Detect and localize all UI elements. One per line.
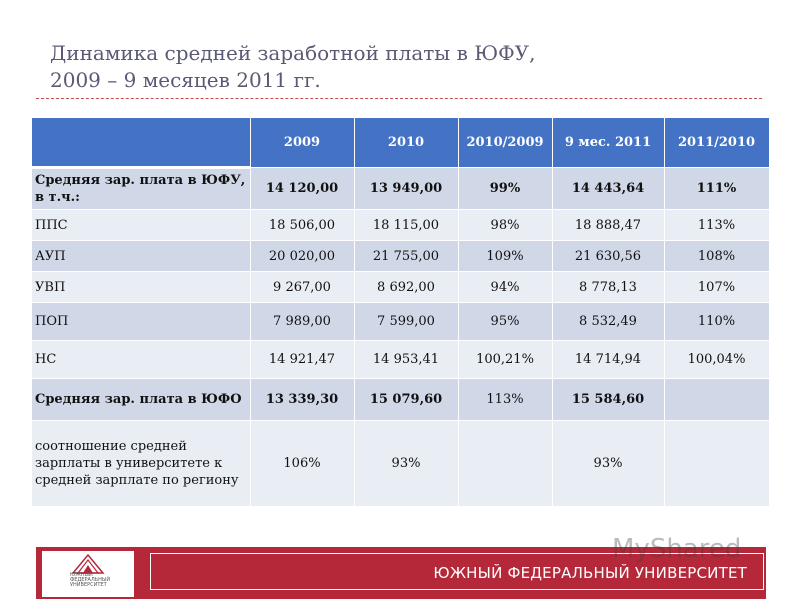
table-cell: 113% [458,378,553,421]
table-row: ПОП 7 989,00 7 599,00 95% 8 532,49 110% [32,302,770,341]
table-cell: 15 079,60 [354,378,459,421]
table-cell: 100,04% [664,340,770,379]
header-2010-2009: 2010/2009 [458,118,553,168]
row-label: АУП [32,240,251,272]
table-cell: 15 584,60 [552,378,665,421]
university-name: ЮЖНЫЙ ФЕДЕРАЛЬНЫЙ УНИВЕРСИТЕТ [433,564,747,582]
table-row: Средняя зар. плата в ЮФО 13 339,30 15 07… [32,378,770,421]
table-cell: 9 267,00 [250,271,355,303]
row-label: НС [32,340,251,379]
row-label: соотношение средней зарплаты в университ… [32,420,251,507]
row-label: ППС [32,209,251,241]
table-cell: 106% [250,420,355,507]
title-divider [36,98,762,99]
table-cell [664,378,770,421]
university-emblem-icon [71,554,105,574]
table-cell: 7 599,00 [354,302,459,341]
table-cell: 93% [552,420,665,507]
footer-panel: ЮЖНЫЙ ФЕДЕРАЛЬНЫЙ УНИВЕРСИТЕТ [150,553,764,590]
table-cell: 14 443,64 [552,167,665,210]
table-cell: 100,21% [458,340,553,379]
slide-title-line-1: Динамика средней заработной платы в ЮФУ, [50,41,536,65]
table-row: АУП 20 020,00 21 755,00 109% 21 630,56 1… [32,240,770,272]
table-cell: 93% [354,420,459,507]
table-header-row: 2009 2010 2010/2009 9 мес. 2011 2011/201… [32,118,770,169]
table-row: ППС 18 506,00 18 115,00 98% 18 888,47 11… [32,209,770,241]
table-cell: 94% [458,271,553,303]
table-cell: 20 020,00 [250,240,355,272]
table-cell: 8 778,13 [552,271,665,303]
table-cell: 111% [664,167,770,210]
header-2010: 2010 [354,118,459,168]
table-cell: 113% [664,209,770,241]
row-label: Средняя зар. плата в ЮФО [32,378,251,421]
row-label: ПОП [32,302,251,341]
header-9-months-2011: 9 мес. 2011 [552,118,665,168]
table-cell: 108% [664,240,770,272]
header-2009: 2009 [250,118,355,168]
slide-title: Динамика средней заработной платы в ЮФУ,… [50,40,770,94]
slide-title-line-2: 2009 – 9 месяцев 2011 гг. [50,68,321,92]
table-cell: 18 115,00 [354,209,459,241]
table-cell: 107% [664,271,770,303]
table-cell [458,420,553,507]
table-cell: 8 532,49 [552,302,665,341]
table-cell: 14 714,94 [552,340,665,379]
table-cell: 109% [458,240,553,272]
table-cell: 14 921,47 [250,340,355,379]
table-cell: 13 339,30 [250,378,355,421]
table-cell: 18 888,47 [552,209,665,241]
table-cell: 14 953,41 [354,340,459,379]
table-cell: 8 692,00 [354,271,459,303]
table-cell: 21 630,56 [552,240,665,272]
table-row: НС 14 921,47 14 953,41 100,21% 14 714,94… [32,340,770,379]
table-row: Средняя зар. плата в ЮФУ, в т.ч.: 14 120… [32,167,770,210]
salary-table: 2009 2010 2010/2009 9 мес. 2011 2011/201… [32,118,770,507]
table-row: УВП 9 267,00 8 692,00 94% 8 778,13 107% [32,271,770,303]
table-cell: 14 120,00 [250,167,355,210]
table-cell: 99% [458,167,553,210]
table-cell: 110% [664,302,770,341]
table-cell: 98% [458,209,553,241]
table-cell: 95% [458,302,553,341]
table-cell: 7 989,00 [250,302,355,341]
table-cell [664,420,770,507]
row-label: УВП [32,271,251,303]
header-corner [32,118,251,169]
table-cell: 13 949,00 [354,167,459,210]
footer-bar: ЮЖНЫЙ ФЕДЕРАЛЬНЫЙ УНИВЕРСИТЕТ ЮЖНЫЙ ФЕДЕ… [36,547,766,599]
table-row: соотношение средней зарплаты в университ… [32,420,770,507]
university-logo: ЮЖНЫЙ ФЕДЕРАЛЬНЫЙ УНИВЕРСИТЕТ [42,551,134,597]
watermark: MyShared [612,534,742,564]
logo-text: ЮЖНЫЙ ФЕДЕРАЛЬНЫЙ УНИВЕРСИТЕТ [70,572,111,588]
header-2011-2010: 2011/2010 [664,118,770,168]
row-label: Средняя зар. плата в ЮФУ, в т.ч.: [32,167,251,210]
table-cell: 21 755,00 [354,240,459,272]
table-cell: 18 506,00 [250,209,355,241]
